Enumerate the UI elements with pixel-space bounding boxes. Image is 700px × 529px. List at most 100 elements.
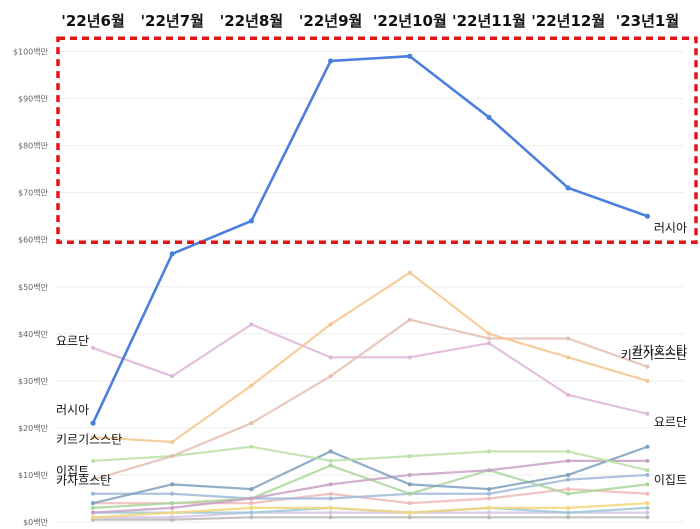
data-point: [249, 421, 254, 426]
data-point: [487, 515, 491, 520]
data-point: [407, 515, 412, 520]
data-point: [645, 444, 650, 449]
data-point: [407, 510, 412, 515]
data-point: [486, 114, 492, 120]
data-point: [487, 336, 491, 341]
data-point: [91, 477, 95, 482]
x-tick-label: '23년1월: [616, 12, 680, 30]
data-point: [170, 482, 175, 487]
data-point: [407, 491, 412, 496]
data-point: [487, 505, 491, 510]
data-point: [328, 355, 333, 360]
data-point: [566, 487, 571, 492]
data-point: [170, 440, 175, 445]
x-tick-label: '22년12월: [531, 12, 605, 30]
data-point: [170, 515, 175, 520]
data-point: [407, 270, 412, 275]
data-point: [566, 510, 571, 515]
series-line: [92, 445, 648, 472]
data-point: [91, 515, 95, 520]
data-point: [566, 392, 571, 397]
data-point: [487, 491, 491, 496]
data-point: [249, 510, 254, 515]
data-point: [566, 336, 571, 341]
y-tick-label: $10백만: [18, 470, 49, 480]
data-point: [328, 515, 333, 520]
data-point: [566, 472, 571, 477]
y-tick-label: $20백만: [18, 423, 49, 433]
highlight-box-layer: [56, 36, 698, 244]
data-point: [407, 317, 412, 322]
series-label-right: 요르단: [654, 415, 687, 429]
data-point: [644, 213, 651, 219]
series-label-left: 요르단: [56, 334, 89, 348]
data-point: [487, 496, 491, 501]
data-point: [170, 374, 175, 379]
data-point: [487, 468, 491, 473]
data-point: [91, 501, 95, 506]
data-point: [645, 510, 650, 515]
data-point: [407, 53, 413, 59]
data-point: [249, 505, 254, 510]
x-tick-label: '22년10월: [373, 12, 447, 30]
data-point: [566, 491, 571, 496]
series-line: [92, 502, 648, 519]
data-point: [91, 435, 95, 440]
data-point: [407, 482, 412, 487]
series-line: [92, 445, 648, 505]
series-line: [92, 464, 648, 509]
y-tick-label: $100백만: [13, 47, 49, 57]
data-point: [249, 515, 254, 520]
data-point: [487, 341, 491, 346]
data-point: [645, 472, 650, 477]
data-point: [91, 491, 95, 496]
data-point: [487, 331, 491, 336]
series-label-left: 이집트: [56, 464, 89, 478]
data-point: [407, 472, 412, 477]
data-point: [566, 477, 571, 482]
data-point: [328, 374, 333, 379]
series-label-right: 카자흐스탄: [632, 344, 687, 358]
y-tick-label: $40백만: [18, 329, 49, 339]
y-tick-label: $30백만: [18, 376, 49, 386]
data-point: [645, 364, 650, 369]
data-point: [328, 482, 333, 487]
data-point: [249, 322, 254, 327]
x-tick-label: '22년7월: [140, 12, 204, 30]
series-line: [93, 473, 648, 500]
x-tick-label: '22년6월: [61, 12, 125, 30]
data-point: [645, 501, 650, 506]
data-point: [645, 411, 650, 416]
series-label-right: 러시아: [654, 221, 687, 235]
data-point: [248, 218, 254, 224]
data-point: [170, 510, 175, 515]
data-point: [645, 468, 650, 473]
y-tick-label: $0백만: [23, 517, 49, 527]
data-point: [249, 501, 254, 506]
series-line: [91, 54, 648, 424]
x-tick-label: '22년8월: [220, 12, 284, 30]
data-point: [566, 515, 571, 520]
y-tick-label: $80백만: [18, 141, 49, 151]
y-tick-label: $70백만: [18, 188, 49, 198]
highlight-box: [56, 36, 698, 244]
series-line: [92, 271, 648, 444]
series-label-right: 이집트: [654, 473, 687, 487]
data-point: [328, 458, 333, 463]
data-point: [645, 491, 650, 496]
data-point: [566, 458, 571, 463]
data-point: [487, 449, 491, 454]
x-tick-label: '22년11월: [452, 12, 526, 30]
data-point: [566, 449, 571, 454]
data-point: [91, 458, 95, 463]
data-point: [566, 505, 571, 510]
data-point: [328, 58, 334, 64]
series-label-left: 키르기스스탄: [56, 432, 122, 446]
y-tick-label: $50백만: [18, 282, 49, 292]
data-point: [407, 501, 412, 506]
series-line: [93, 516, 648, 521]
data-point: [565, 185, 571, 191]
